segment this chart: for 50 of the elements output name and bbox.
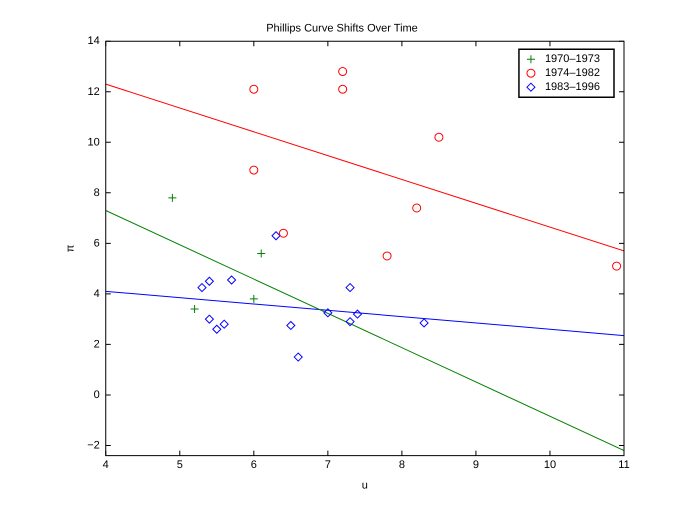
point [420, 318, 429, 328]
point [227, 275, 236, 284]
x-tick-label: 5 [176, 459, 183, 472]
point [434, 132, 444, 142]
point [346, 283, 355, 292]
point [338, 84, 348, 94]
y-tick-label: 14 [87, 35, 100, 48]
legend-label: 1974–1982 [544, 67, 600, 80]
x-tick-label: 10 [544, 459, 556, 472]
y-tick-label: 12 [87, 86, 100, 98]
y-axis-title: π [64, 244, 77, 252]
point [249, 294, 258, 304]
y-tick-label: 6 [94, 237, 100, 250]
x-tick-label: 7 [324, 459, 331, 472]
y-tick-label: 2 [94, 338, 100, 350]
point [249, 84, 258, 94]
y-tick-label: 4 [94, 288, 100, 300]
x-tick-label: 6 [250, 459, 257, 472]
point [412, 203, 422, 212]
point [190, 304, 200, 314]
x-tick-label: 11 [618, 459, 630, 472]
point [272, 231, 281, 240]
point [346, 317, 355, 326]
point [204, 314, 214, 324]
point [249, 166, 258, 175]
point [168, 193, 177, 202]
point [294, 352, 303, 362]
point [323, 308, 332, 318]
x-tick-label: 9 [472, 459, 479, 472]
point [256, 248, 266, 258]
point [204, 276, 214, 286]
legend-label: 1970–1973 [544, 53, 600, 66]
point [220, 320, 229, 329]
point [382, 251, 392, 260]
point [212, 324, 222, 334]
legend-label: 1983–1996 [544, 81, 600, 94]
point [612, 262, 622, 271]
point [286, 320, 296, 330]
y-tick-label: −2 [87, 440, 100, 452]
x-tick-label: 4 [102, 459, 109, 472]
y-tick-label: 8 [94, 186, 100, 199]
y-tick-label: 0 [94, 388, 100, 401]
x-tick-label: 8 [398, 459, 405, 472]
point [338, 67, 348, 76]
point [352, 310, 362, 319]
point [197, 283, 206, 292]
y-tick-label: 10 [87, 136, 100, 148]
point [278, 228, 288, 238]
chart-title: Phillips Curve Shifts Over Time [266, 22, 418, 35]
x-axis-title: u [362, 479, 368, 492]
